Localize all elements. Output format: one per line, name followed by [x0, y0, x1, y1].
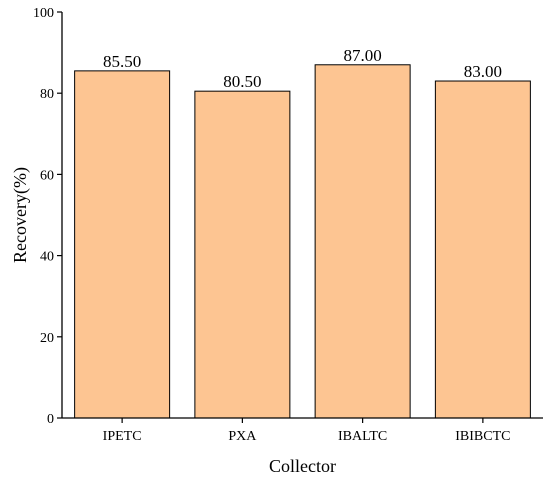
- x-tick-label: IBIBCTC: [455, 429, 510, 444]
- y-tick-label: 60: [40, 168, 54, 183]
- bar-pxa: [194, 90, 291, 419]
- bar-ipetc: [74, 70, 171, 419]
- bar-ibibctc: [434, 80, 531, 419]
- bars-layer: [74, 64, 531, 419]
- y-tick-label: 80: [40, 87, 54, 102]
- data-label-ipetc: 85.50: [103, 52, 141, 71]
- y-tick-label: 100: [33, 6, 54, 21]
- y-axis-title: Recovery(%): [10, 167, 31, 263]
- value-labels-layer: 85.50 80.50 87.00 83.00: [103, 46, 502, 91]
- data-label-ibibctc: 83.00: [464, 62, 502, 81]
- y-tick-label: 20: [40, 331, 54, 346]
- data-label-ibaltc: 87.00: [344, 46, 382, 65]
- y-tick-label: 40: [40, 250, 54, 265]
- data-label-pxa: 80.50: [223, 72, 261, 91]
- axes-layer: [61, 12, 543, 419]
- y-tick-label: 0: [47, 412, 54, 427]
- y-ticks-layer: 0 20 40 60 80 100: [33, 6, 62, 427]
- x-tick-label: PXA: [228, 429, 257, 444]
- x-tick-label: IPETC: [103, 429, 142, 444]
- bar-ibaltc: [314, 64, 411, 419]
- x-ticks-layer: IPETC PXA IBALTC IBIBCTC: [103, 418, 510, 444]
- x-tick-label: IBALTC: [338, 429, 387, 444]
- x-axis-title: Collector: [269, 456, 336, 476]
